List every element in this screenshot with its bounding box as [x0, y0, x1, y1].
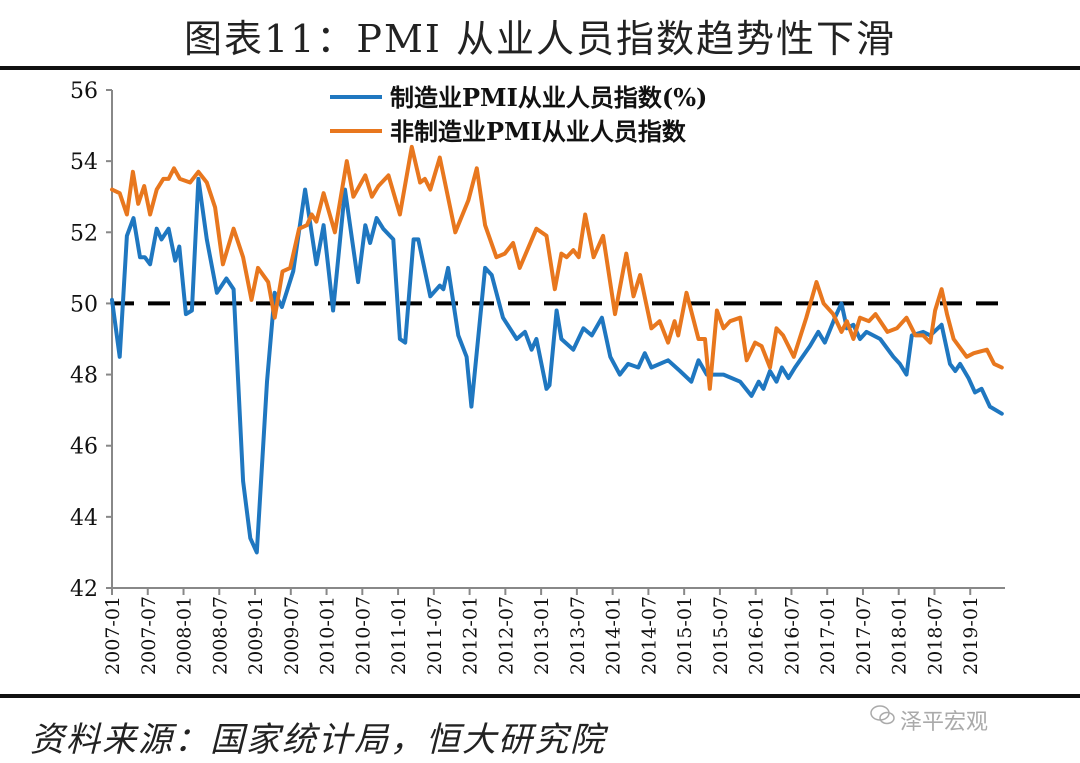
x-tick-label: 2012-07: [495, 596, 517, 675]
x-tick-label: 2008-01: [174, 596, 196, 675]
x-tick-label: 2019-01: [960, 596, 982, 675]
watermark: 泽平宏观: [900, 710, 989, 735]
x-tick-label: 2018-07: [924, 596, 946, 675]
x-tick-label: 2016-07: [781, 596, 803, 675]
y-tick-label: 52: [70, 221, 98, 246]
series-line-manufacturing: [110, 176, 1004, 555]
x-tick-label: 2016-01: [746, 596, 768, 675]
x-tick-label: 2008-07: [209, 596, 231, 675]
x-tick-label: 2014-01: [603, 596, 625, 675]
x-tick-label: 2009-07: [281, 596, 303, 675]
series-line-non-manufacturing: [110, 144, 1004, 391]
x-tick-label: 2010-01: [317, 596, 339, 675]
x-tick-label: 2007-07: [138, 596, 160, 675]
x-tick-label: 2015-01: [674, 596, 696, 675]
x-tick-label: 2014-07: [638, 596, 660, 675]
wechat-icon: [870, 705, 895, 725]
legend: 制造业PMI从业人员指数(%) 非制造业PMI从业人员指数: [330, 83, 707, 146]
x-tick-label: 2011-07: [424, 596, 446, 675]
x-tick-label: 2011-01: [388, 596, 410, 675]
pmi-employment-line-chart: 42 44 46 48 50 52 54 56 2007-01 2007-07 2008-01 200…: [70, 79, 1005, 675]
x-tick-label: 2015-07: [710, 596, 732, 675]
source-note: 资料来源：国家统计局，恒大研究院: [30, 720, 606, 760]
x-tick-label: 2013-07: [567, 596, 589, 675]
x-tick-label: 2017-07: [853, 596, 875, 675]
x-tick-label: 2009-01: [245, 596, 267, 675]
y-tick-label: 46: [70, 435, 98, 460]
x-tick-label: 2013-01: [531, 596, 553, 675]
x-tick-label: 2007-01: [102, 596, 124, 675]
x-tick-label: 2018-01: [889, 596, 911, 675]
chart-title: 图表11：PMI 从业人员指数趋势性下滑: [184, 17, 896, 61]
x-tick-label: 2012-01: [460, 596, 482, 675]
y-tick-label: 50: [70, 292, 98, 317]
y-tick-label: 42: [70, 577, 98, 602]
y-tick-label: 56: [70, 79, 98, 104]
x-tick-label: 2017-01: [817, 596, 839, 675]
y-tick-label: 48: [70, 364, 98, 389]
legend-label-manufacturing: 制造业PMI从业人员指数(%): [390, 83, 707, 112]
title-divider: [0, 66, 1080, 70]
footer-divider: [0, 694, 1080, 698]
x-tick-label: 2010-07: [352, 596, 374, 675]
y-tick-label: 54: [70, 150, 98, 175]
legend-label-non-manufacturing: 非制造业PMI从业人员指数: [390, 117, 687, 146]
y-tick-label: 44: [70, 506, 98, 531]
